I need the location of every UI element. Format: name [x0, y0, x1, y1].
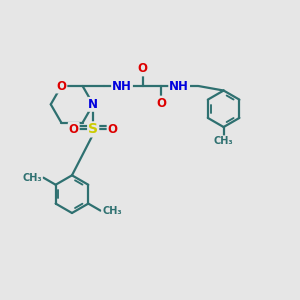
Text: N: N — [88, 98, 98, 111]
Text: O: O — [69, 123, 79, 136]
Text: CH₃: CH₃ — [22, 173, 42, 183]
Text: S: S — [88, 122, 98, 136]
Text: O: O — [138, 62, 148, 75]
Text: CH₃: CH₃ — [102, 206, 122, 216]
Text: NH: NH — [169, 80, 189, 92]
Text: O: O — [108, 123, 118, 136]
Text: CH₃: CH₃ — [214, 136, 233, 146]
Text: NH: NH — [112, 80, 132, 92]
Text: O: O — [56, 80, 66, 92]
Text: O: O — [156, 97, 166, 110]
